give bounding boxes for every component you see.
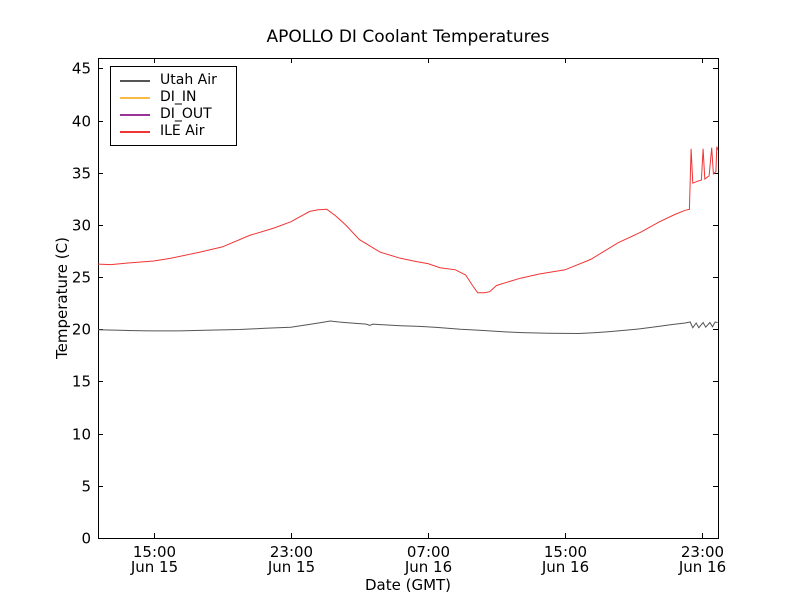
x-tick-label-time: 23:00 (681, 543, 724, 561)
y-tick-label: 35 (72, 165, 91, 183)
y-axis-label: Temperature (C) (53, 237, 71, 359)
x-tick-label-date: Jun 15 (130, 558, 178, 576)
legend-label: DI_IN (160, 89, 197, 105)
legend-item: ILE Air (120, 123, 230, 140)
y-tick-label: 25 (72, 269, 91, 287)
series-line-utah-air (97, 320, 718, 335)
x-tick-label-time: 07:00 (407, 543, 450, 561)
x-tick-label-date: Jun 16 (678, 558, 726, 576)
y-tick-label: 45 (72, 60, 91, 78)
legend-label: ILE Air (160, 123, 205, 139)
x-tick-label-time: 15:00 (133, 543, 176, 561)
y-tick-label: 15 (72, 373, 91, 391)
legend-item: DI_IN (120, 89, 230, 106)
x-tick-label-date: Jun 15 (267, 558, 315, 576)
series-line-ile-air (97, 146, 719, 294)
x-tick-label-time: 23:00 (270, 543, 313, 561)
x-tick-label-time: 15:00 (544, 543, 587, 561)
legend-label: Utah Air (160, 72, 217, 88)
y-tick-label: 10 (72, 426, 91, 444)
y-tick-label: 5 (81, 478, 91, 496)
chart-title: APOLLO DI Coolant Temperatures (266, 27, 550, 47)
legend: Utah Air DI_IN DI_OUT ILE Air (110, 66, 237, 146)
y-tick-label: 0 (81, 530, 91, 548)
x-axis-label: Date (GMT) (364, 576, 452, 594)
x-tick-label-date: Jun 16 (541, 558, 589, 576)
legend-item: DI_OUT (120, 106, 230, 123)
legend-line-sample (120, 130, 150, 133)
y-tick-label: 20 (72, 321, 91, 339)
legend-label: DI_OUT (160, 106, 212, 122)
plot-spines (98, 58, 719, 539)
legend-line-sample (120, 79, 150, 82)
legend-line-sample (120, 113, 150, 116)
y-tick-label: 30 (72, 217, 91, 235)
legend-item: Utah Air (120, 72, 230, 89)
legend-line-sample (120, 96, 150, 99)
y-tick-label: 40 (72, 113, 91, 131)
x-tick-label-date: Jun 16 (404, 558, 452, 576)
